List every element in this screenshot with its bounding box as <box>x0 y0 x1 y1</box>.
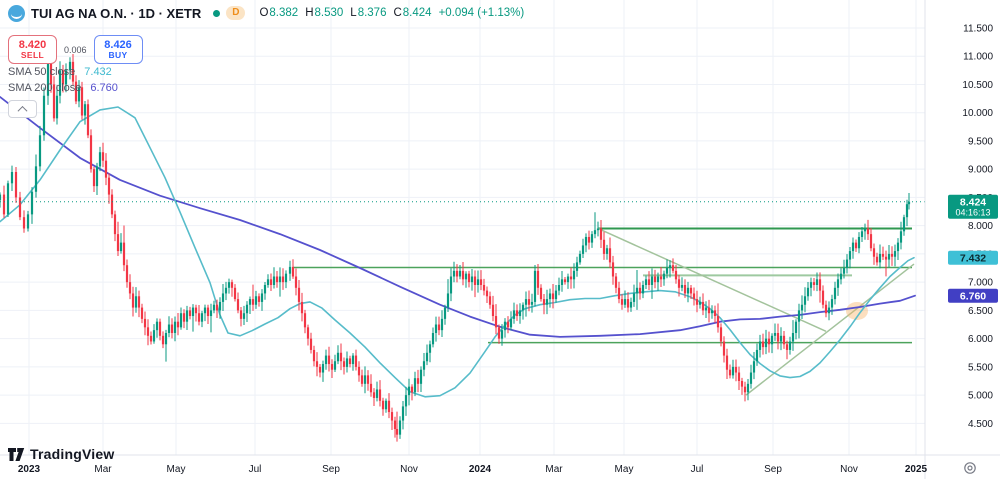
price-tick-label: 9.500 <box>968 136 993 147</box>
change-value: +0.094 (+1.13%) <box>438 7 525 19</box>
sell-label: SELL <box>20 49 45 60</box>
open-value: 8.382 <box>269 7 299 19</box>
time-tick-label: May <box>615 464 634 475</box>
price-tick-label: 7.000 <box>968 278 993 289</box>
time-tick-label: May <box>167 464 186 475</box>
trade-buttons: 8.420 SELL 0.006 8.426 BUY <box>8 35 143 64</box>
time-tick-label: Sep <box>322 464 340 475</box>
collapse-legend-button[interactable] <box>8 100 37 118</box>
sma200-value: 6.760 <box>90 82 118 94</box>
trend-line[interactable] <box>745 263 915 396</box>
tradingview-logo[interactable]: TradingView <box>8 446 114 462</box>
time-tick-label: Sep <box>764 464 782 475</box>
market-status-dot-icon <box>213 9 221 17</box>
price-tick-label: 4.500 <box>968 419 993 430</box>
time-tick-label: Mar <box>94 464 112 475</box>
price-tick-label: 8.000 <box>968 221 993 232</box>
time-tick-label: Jul <box>691 464 704 475</box>
svg-text:04:16:13: 04:16:13 <box>955 208 990 218</box>
tradingview-brand-text: TradingView <box>30 446 115 462</box>
high-value: 8.530 <box>314 7 344 19</box>
sma200-label: SMA 200 close <box>8 82 82 94</box>
sma200-line[interactable] <box>0 96 916 338</box>
chevron-up-icon <box>17 105 28 116</box>
time-tick-label: Nov <box>840 464 858 475</box>
sell-price: 8.420 <box>18 38 47 51</box>
price-tick-label: 9.000 <box>968 165 993 176</box>
tradingview-mark-icon <box>8 447 25 461</box>
svg-text:6.760: 6.760 <box>960 291 986 303</box>
symbol-title[interactable]: TUI AG NA O.N. · 1D · XETR <box>31 5 202 21</box>
candles <box>0 40 911 442</box>
sma50-label: SMA 50 close <box>8 66 76 78</box>
low-label: L <box>350 7 357 19</box>
high-label: H <box>305 7 314 19</box>
indicator-row-sma50[interactable]: SMA 50 close 7.432 <box>8 64 112 80</box>
interval-badge[interactable]: D <box>226 6 246 20</box>
price-axis[interactable]: 11.50011.00010.50010.0009.5009.0008.5008… <box>962 23 993 429</box>
sma50-line[interactable] <box>0 106 915 398</box>
buy-label: BUY <box>108 49 128 60</box>
ohlc-values: O8.382 H8.530 L8.376 C8.424 +0.094 (+1.1… <box>259 7 524 19</box>
low-value: 8.376 <box>357 7 387 19</box>
svg-text:8.424: 8.424 <box>960 197 986 209</box>
price-tick-label: 10.500 <box>962 80 993 91</box>
price-tick-label: 6.000 <box>968 334 993 345</box>
sma50-price-badge: 7.432 <box>948 250 998 265</box>
time-tick-label: Jul <box>249 464 262 475</box>
price-tick-label: 5.500 <box>968 362 993 373</box>
price-tick-label: 5.000 <box>968 391 993 402</box>
indicator-row-sma200[interactable]: SMA 200 close 6.760 <box>8 80 118 96</box>
trend-line[interactable] <box>597 227 827 332</box>
buy-button[interactable]: 8.426 BUY <box>93 35 143 64</box>
spread-value: 0.006 <box>64 44 87 55</box>
time-tick-label: 2025 <box>905 464 928 475</box>
time-tick-label: 2024 <box>469 464 492 475</box>
time-axis[interactable]: 2023 Mar May Jul Sep Nov 2024 Mar May Jul Sep Nov 20… <box>18 464 928 475</box>
time-tick-label: Mar <box>545 464 563 475</box>
symbol-title-row: TUI AG NA O.N. · 1D · XETR D O8.382 H8.5… <box>8 4 524 22</box>
time-settings-icon[interactable] <box>963 461 977 475</box>
buy-price: 8.426 <box>104 38 132 51</box>
price-tick-label: 6.500 <box>968 306 993 317</box>
price-tick-label: 11.000 <box>963 52 993 63</box>
price-tick-label: 10.000 <box>962 108 993 119</box>
symbol-logo-icon <box>8 4 25 22</box>
time-tick-label: 2023 <box>18 464 41 475</box>
sma50-value: 7.432 <box>84 66 112 78</box>
sma200-price-badge: 6.760 <box>948 288 998 303</box>
svg-text:7.432: 7.432 <box>960 253 986 265</box>
chart-legend: TUI AG NA O.N. · 1D · XETR D O8.382 H8.5… <box>8 4 524 118</box>
close-label: C <box>393 7 402 19</box>
price-tick-label: 11.500 <box>963 23 993 34</box>
sell-button[interactable]: 8.420 SELL <box>8 35 57 64</box>
time-tick-label: Nov <box>400 464 418 475</box>
close-value: 8.424 <box>402 7 432 19</box>
open-label: O <box>259 7 269 19</box>
